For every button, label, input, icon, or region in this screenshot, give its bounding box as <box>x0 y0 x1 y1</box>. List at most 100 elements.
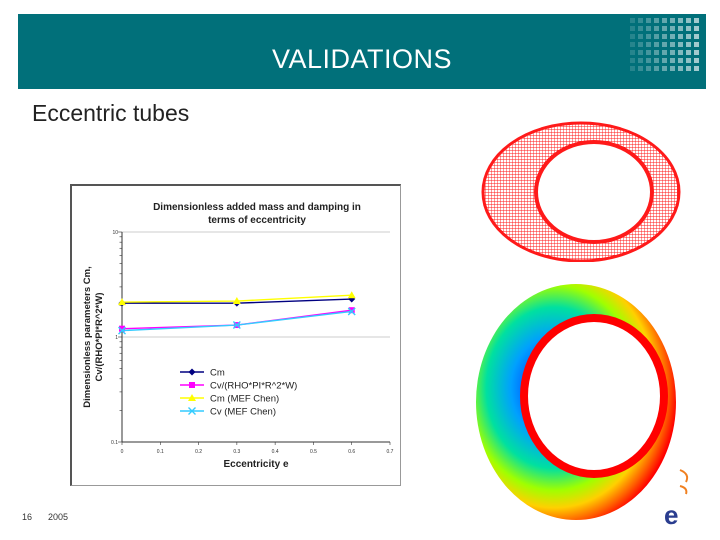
grid-dot <box>662 58 667 63</box>
grid-dot <box>686 66 691 71</box>
x-tick-label: 0.3 <box>233 449 240 455</box>
contour-ring-image <box>476 278 682 522</box>
x-tick-label: 0.6 <box>348 449 355 455</box>
grid-dot <box>678 26 683 31</box>
dot-grid-decoration <box>630 18 699 71</box>
grid-dot <box>686 18 691 23</box>
grid-dot <box>678 34 683 39</box>
grid-dot <box>646 18 651 23</box>
x-tick-label: 0.2 <box>195 449 202 455</box>
legend-marker-3 <box>188 407 196 415</box>
grid-dot <box>638 50 643 55</box>
grid-dot <box>630 26 635 31</box>
logo-swoosh-icon <box>679 469 689 495</box>
grid-dot <box>670 34 675 39</box>
company-logo: e <box>664 500 679 530</box>
x-axis-label: Eccentricity e <box>223 459 288 470</box>
grid-dot <box>670 66 675 71</box>
grid-dot <box>646 66 651 71</box>
data-point-series-2 <box>232 297 241 305</box>
x-tick-label: 0.5 <box>310 449 317 455</box>
grid-dot <box>646 34 651 39</box>
x-tick-label: 0.7 <box>387 449 394 455</box>
grid-dot <box>694 18 699 23</box>
grid-dot <box>686 42 691 47</box>
grid-dot <box>670 26 675 31</box>
grid-dot <box>694 42 699 47</box>
grid-dot <box>646 26 651 31</box>
grid-dot <box>654 42 659 47</box>
y-axis-label-line1: Dimensionless parameters Cm, <box>82 266 93 408</box>
grid-dot <box>654 50 659 55</box>
grid-dot <box>654 66 659 71</box>
grid-dot <box>654 58 659 63</box>
grid-dot <box>646 50 651 55</box>
y-axis-label-line2: Cv/(RHO*PI*R^2*W) <box>94 293 105 382</box>
legend-marker-2 <box>188 394 196 401</box>
x-tick-label: 0 <box>121 449 124 455</box>
slide-number: 16 <box>22 512 33 522</box>
x-tick-label: 0.1 <box>157 449 164 455</box>
data-point-series-3 <box>347 307 356 316</box>
grid-dot <box>686 58 691 63</box>
grid-dot <box>638 18 643 23</box>
legend-marker-1 <box>189 382 195 388</box>
legend-marker-0 <box>188 368 196 376</box>
legend-label-0: Cm <box>210 368 225 379</box>
legend-label-3: Cv (MEF Chen) <box>210 407 276 418</box>
grid-dot <box>638 34 643 39</box>
grid-dot <box>638 66 643 71</box>
x-tick-label: 0.4 <box>272 449 279 455</box>
legend-label-2: Cm (MEF Chen) <box>210 394 279 405</box>
footer-year: 2005 <box>48 512 69 522</box>
grid-dot <box>694 34 699 39</box>
y-tick-label: 1 <box>115 335 118 341</box>
grid-dot <box>694 66 699 71</box>
grid-dot <box>662 34 667 39</box>
grid-dot <box>678 66 683 71</box>
data-point-series-3 <box>232 321 241 330</box>
grid-dot <box>694 50 699 55</box>
grid-dot <box>686 50 691 55</box>
grid-dot <box>678 42 683 47</box>
grid-dot <box>686 34 691 39</box>
grid-dot <box>654 34 659 39</box>
grid-dot <box>678 58 683 63</box>
chart-panel: Dimensionless added mass and damping in t… <box>70 184 401 486</box>
grid-dot <box>670 58 675 63</box>
grid-dot <box>670 50 675 55</box>
page-title: VALIDATIONS <box>271 44 453 74</box>
title-bar: VALIDATIONS <box>18 14 706 89</box>
mesh-ring-image <box>476 120 682 262</box>
grid-dot <box>654 26 659 31</box>
y-tick-label: 0.1 <box>111 440 118 446</box>
data-point-series-2 <box>347 291 356 299</box>
y-tick-label: 10 <box>112 230 118 236</box>
grid-dot <box>670 42 675 47</box>
grid-dot <box>694 26 699 31</box>
grid-dot <box>662 66 667 71</box>
grid-dot <box>630 42 635 47</box>
grid-dot <box>662 26 667 31</box>
grid-dot <box>638 26 643 31</box>
grid-dot <box>686 26 691 31</box>
grid-dot <box>630 66 635 71</box>
grid-dot <box>630 34 635 39</box>
grid-dot <box>670 18 675 23</box>
grid-dot <box>662 42 667 47</box>
grid-dot <box>694 58 699 63</box>
grid-dot <box>638 58 643 63</box>
grid-dot <box>678 18 683 23</box>
grid-dot <box>662 50 667 55</box>
grid-dot <box>630 50 635 55</box>
legend-label-1: Cv/(RHO*PI*R^2*W) <box>210 381 297 392</box>
grid-dot <box>646 58 651 63</box>
data-point-series-1 <box>119 325 125 332</box>
data-point-series-2 <box>118 298 126 306</box>
grid-dot <box>638 42 643 47</box>
grid-dot <box>678 50 683 55</box>
grid-dot <box>654 18 659 23</box>
chart-title-line2: terms of eccentricity <box>208 215 306 226</box>
section-subtitle: Eccentric tubes <box>32 100 190 126</box>
grid-dot <box>630 18 635 23</box>
